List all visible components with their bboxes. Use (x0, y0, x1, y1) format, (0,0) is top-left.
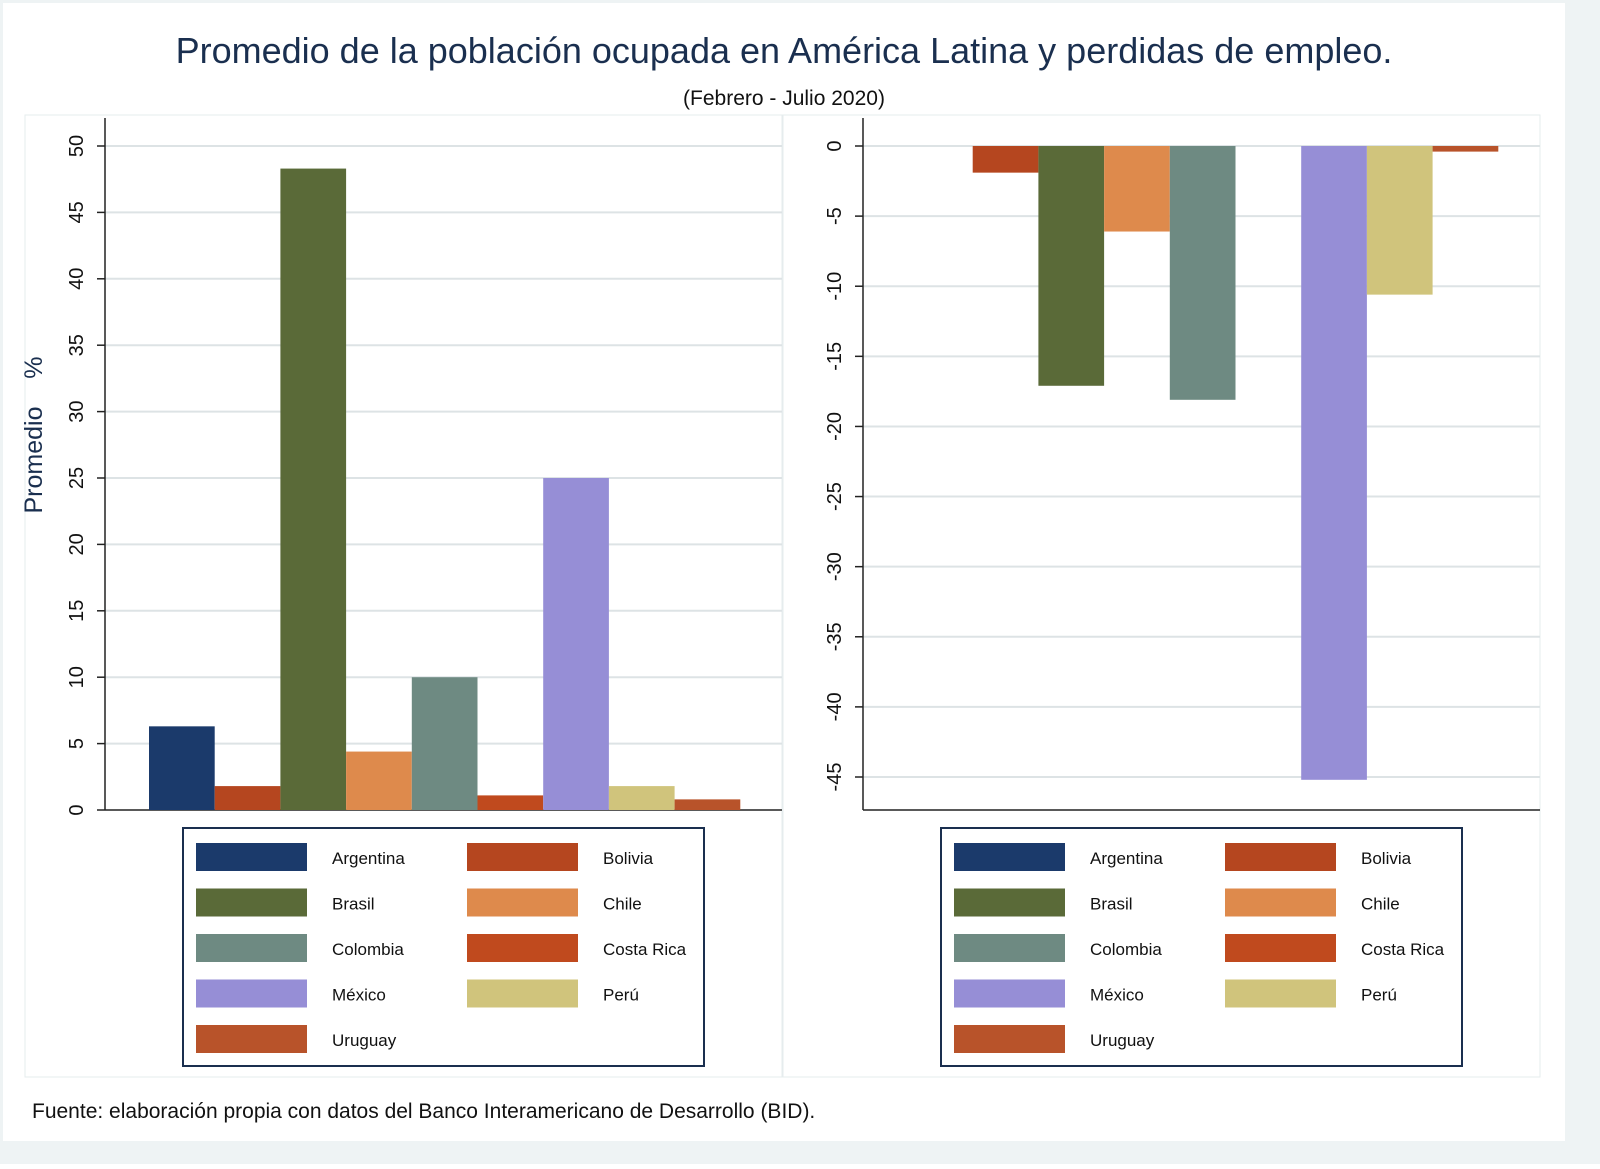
bar-chile (346, 751, 412, 810)
y-tick-label: -20 (824, 412, 846, 441)
y-tick-label: 5 (66, 738, 88, 749)
y-tick-label: 30 (66, 400, 88, 422)
legend-swatch (1225, 843, 1336, 871)
bar-bolivia (972, 146, 1039, 173)
legend-label: Costa Rica (603, 940, 687, 959)
y-tick-label: 0 (824, 140, 846, 151)
legend-label: México (1090, 986, 1144, 1005)
bar-uruguay (674, 799, 741, 810)
legend-label: Perú (603, 986, 639, 1005)
y-tick-label: 50 (66, 135, 88, 157)
legend-label: Chile (603, 895, 642, 914)
legend-swatch (1225, 934, 1336, 962)
y-tick-label: 20 (66, 533, 88, 555)
legend-label: Colombia (1090, 940, 1162, 959)
legend-swatch (196, 843, 307, 871)
y-tick-label: -25 (824, 482, 846, 511)
bar-uruguay (1432, 146, 1499, 152)
legend-label: Bolivia (603, 849, 654, 868)
y-tick-label: -5 (824, 207, 846, 225)
legend-swatch (196, 1025, 307, 1053)
legend-label: Argentina (1090, 849, 1163, 868)
chart-subtitle: (Febrero - Julio 2020) (683, 87, 885, 110)
legend-swatch (954, 888, 1065, 917)
chart-panel-1: 0 5 10 15 20 25 30 35 40 45 50 Promedio % Argentina B… (20, 114, 783, 1078)
legend-label: Bolivia (1361, 849, 1412, 868)
bar-bolivia (214, 786, 281, 810)
chart-title: Promedio de la población ocupada en Amér… (176, 30, 1393, 71)
y-tick-label: 25 (66, 467, 88, 489)
bar-méxico (543, 478, 609, 810)
bar-méxico (1301, 146, 1367, 780)
y-tick-label: 0 (66, 804, 88, 815)
legend-label: Brasil (1090, 895, 1133, 914)
legend-swatch (196, 934, 307, 962)
y-tick-label: -40 (824, 692, 846, 721)
legend-swatch (954, 843, 1065, 871)
legend-label: Uruguay (1090, 1031, 1155, 1050)
y-tick-label: 45 (66, 201, 88, 223)
bar-colombia (1169, 146, 1236, 400)
legend-label: Uruguay (332, 1031, 397, 1050)
bar-perú (608, 786, 675, 810)
legend-label: Colombia (332, 940, 404, 959)
y-tick-label: 15 (66, 600, 88, 622)
chart-panel-2: 0 -5 -10 -15 -20 -25 -30 -35 -40 -45 Argentina Boli… (782, 114, 1541, 1078)
bar-colombia (411, 677, 478, 810)
legend-label: Chile (1361, 895, 1400, 914)
legend-label: Costa Rica (1361, 940, 1445, 959)
y-tick-label: -10 (824, 272, 846, 301)
source-note: Fuente: elaboración propia con datos del… (32, 1100, 815, 1123)
y-tick-label: -30 (824, 552, 846, 581)
legend-swatch (196, 888, 307, 917)
legend-swatch (954, 934, 1065, 962)
legend-label: Argentina (332, 849, 405, 868)
y-tick-label: 35 (66, 334, 88, 356)
legend-swatch (196, 979, 307, 1008)
bar-argentina (149, 726, 215, 810)
y-tick-label: -15 (824, 342, 846, 371)
legend-label: Brasil (332, 895, 375, 914)
legend-swatch (1225, 888, 1336, 917)
y-tick-label: 40 (66, 268, 88, 290)
bar-brasil (1038, 146, 1105, 386)
bar-brasil (280, 168, 347, 811)
legend-label: México (332, 986, 386, 1005)
bar-costa-rica (477, 795, 544, 810)
legend-swatch (954, 1025, 1065, 1053)
bar-perú (1366, 146, 1433, 295)
legend-swatch (467, 843, 578, 871)
legend-swatch (1225, 979, 1336, 1008)
legend-swatch (467, 888, 578, 917)
y-axis-label: Promedio % (20, 356, 48, 513)
y-tick-label: 10 (66, 666, 88, 688)
bar-chile (1104, 146, 1170, 232)
legend-swatch (467, 979, 578, 1008)
legend-label: Perú (1361, 986, 1397, 1005)
legend-swatch (954, 979, 1065, 1008)
legend-swatch (467, 934, 578, 962)
y-tick-label: -45 (824, 763, 846, 792)
y-tick-label: -35 (824, 622, 846, 651)
